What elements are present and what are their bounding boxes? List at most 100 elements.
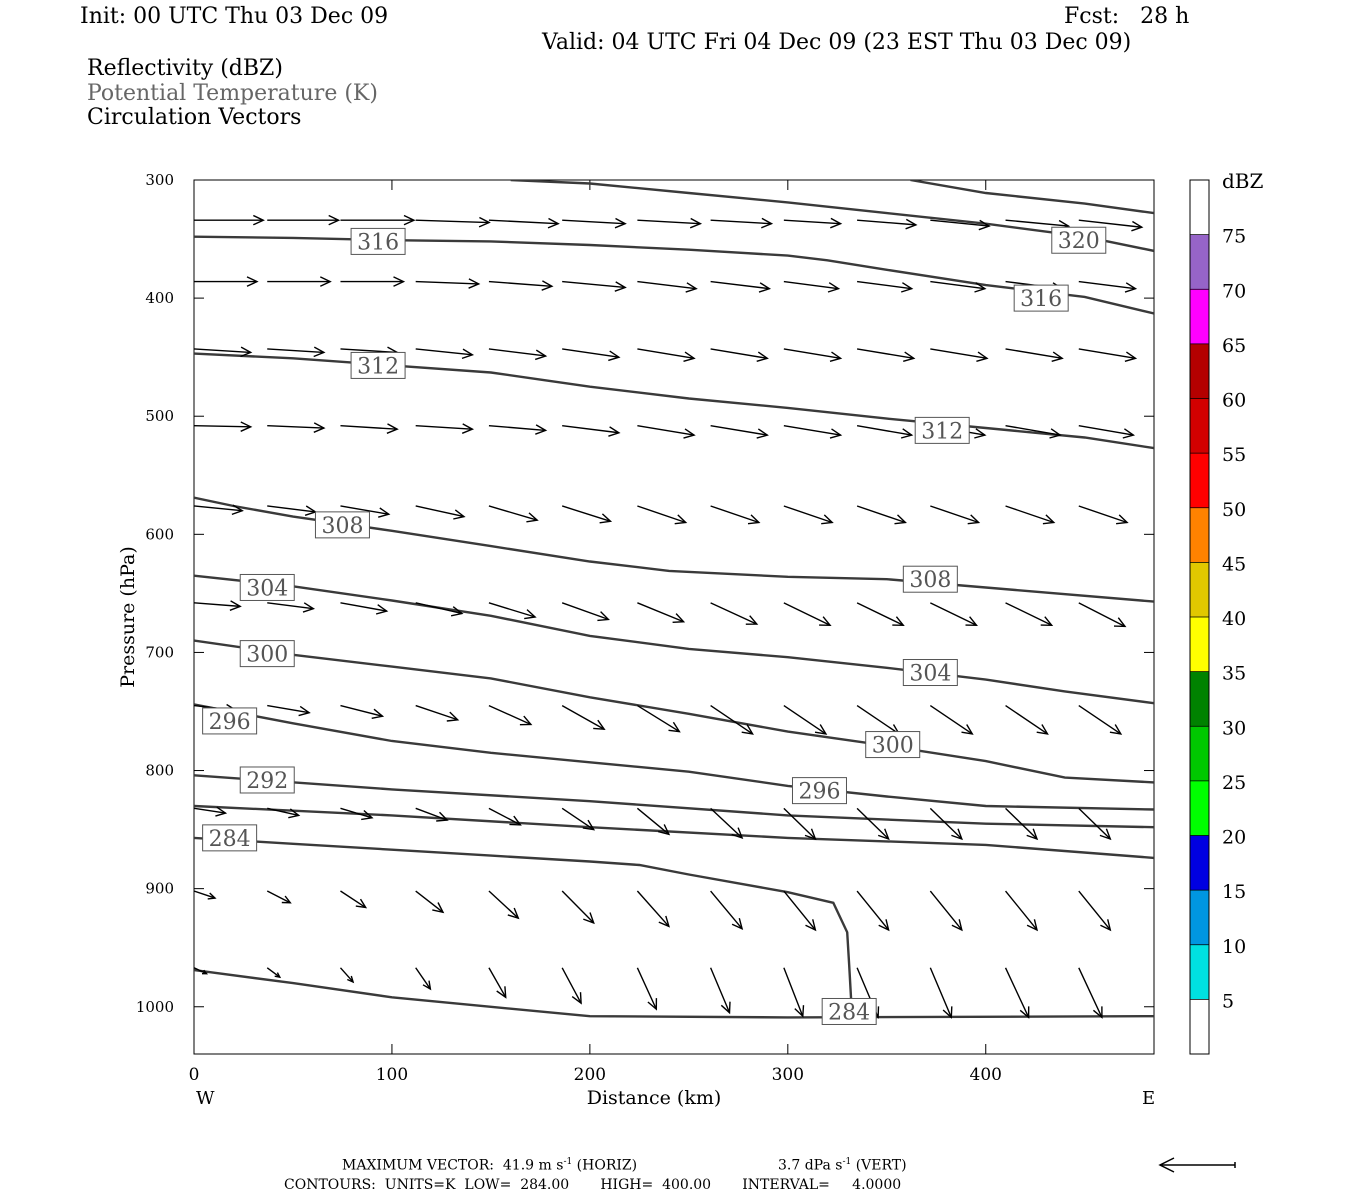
vector-shaft [930, 280, 986, 290]
circulation-vector [856, 807, 890, 841]
circulation-vector [415, 602, 464, 617]
circulation-vector [415, 890, 445, 914]
circulation-vector [1078, 348, 1138, 362]
circulation-vector [1005, 505, 1056, 525]
vector-shaft [783, 348, 841, 360]
vector-head [608, 426, 621, 437]
vector-shaft [1005, 602, 1053, 626]
vector-shaft [561, 704, 605, 730]
vector-shaft [1078, 219, 1142, 228]
contour-label-box [202, 707, 258, 735]
vector-head [593, 719, 606, 731]
contour-label-box [239, 573, 295, 601]
vector-shaft [783, 602, 831, 626]
vector-head [1026, 828, 1039, 841]
contour-label-text: 308 [909, 568, 951, 593]
vector-shaft [194, 890, 216, 899]
y-axis-label: Pressure (hPa) [117, 546, 139, 688]
colorbar-segment [1190, 944, 1209, 1000]
circulation-vector [488, 890, 520, 920]
vector-head [313, 346, 326, 358]
circulation-vector [856, 348, 916, 362]
circulation-vector [194, 421, 253, 432]
circulation-vector [562, 348, 621, 362]
vector-head [1042, 514, 1056, 525]
vector-shaft [1078, 890, 1111, 931]
vector-head [731, 827, 744, 840]
vector-shaft [488, 505, 538, 521]
contour-label-284: 284 [202, 824, 258, 852]
circulation-vector [1005, 348, 1064, 362]
circulation-vector [415, 216, 491, 228]
circulation-vector [267, 346, 326, 358]
circulation-vector [930, 280, 987, 293]
vector-head [877, 828, 890, 841]
vector-head [229, 600, 242, 611]
vector-shaft [1005, 505, 1055, 524]
circulation-vector [340, 807, 374, 821]
vector-shaft [1078, 967, 1103, 1018]
vector-head [361, 809, 374, 821]
valid-time: Valid: 04 UTC Fri 04 Dec 09 (23 EST Thu … [542, 30, 1132, 55]
colorbar-tick-label: 35 [1222, 663, 1246, 685]
vector-head [974, 282, 987, 293]
circulation-vector [636, 967, 658, 1011]
vector-shaft [1078, 602, 1126, 628]
vector-head [668, 721, 681, 733]
vector-head [526, 512, 539, 523]
colorbar-segment [1190, 726, 1209, 781]
circulation-vector [194, 806, 228, 817]
plot-area: 316 320 316 312 312 308 308 304 304 300 300 296 296 2… [194, 180, 1154, 1025]
colorbar-segment [1190, 671, 1209, 727]
vector-shaft [561, 890, 595, 924]
cross-section-chart: 300 400 500 600 700 800 900 1000 0 100 200 300 400 W E… [117, 169, 1264, 1109]
vector-head [541, 280, 554, 291]
vector-shaft [340, 807, 373, 819]
vector-shaft [340, 602, 387, 612]
vector-shaft [1078, 280, 1136, 290]
circulation-vector [930, 505, 981, 525]
vector-shaft [415, 704, 458, 721]
circulation-vector [1078, 890, 1112, 932]
contour-label-box [350, 227, 406, 255]
y-tick-label: 400 [145, 289, 174, 307]
vector-head [827, 282, 841, 293]
circulation-vector [783, 602, 832, 627]
vector-head [878, 919, 890, 932]
vector-head [974, 428, 987, 439]
vector-shaft [636, 890, 670, 927]
vector-head [900, 282, 914, 293]
theta-contour-288 [194, 804, 1154, 860]
circulation-vector [1078, 280, 1138, 293]
vector-shaft [710, 890, 743, 930]
vector-shaft [857, 219, 916, 226]
vector-head [231, 504, 244, 516]
contour-label-box [350, 351, 406, 379]
vector-shaft [266, 890, 291, 904]
field-circulation-vectors: Circulation Vectors [87, 105, 302, 130]
circulation-vector [710, 602, 759, 625]
vector-shaft [637, 280, 697, 290]
vector-shaft [194, 348, 251, 354]
vector-shaft [710, 602, 758, 625]
vector-shaft [856, 424, 912, 436]
circulation-vector [488, 807, 522, 826]
vector-shaft [340, 704, 383, 717]
vector-shaft [488, 280, 552, 287]
contour-label-box [821, 997, 877, 1025]
vector-head [496, 986, 507, 999]
vector-head [821, 514, 834, 525]
circulation-vector [267, 276, 332, 287]
x-tick-label: 400 [970, 1065, 1002, 1085]
colorbar-tick-label: 40 [1222, 608, 1246, 630]
vector-shaft [340, 348, 398, 354]
colorbar-tick-label: 55 [1222, 444, 1246, 466]
y-tick-label: 1000 [136, 998, 174, 1016]
vector-head [215, 806, 228, 817]
vector-shaft [194, 424, 251, 428]
contour-label-box [902, 659, 958, 687]
circulation-vector [488, 505, 539, 523]
circulation-vector [194, 600, 242, 611]
colorbar-tick-label: 45 [1222, 553, 1246, 575]
forecast-hour: Fcst: 28 h [1064, 4, 1190, 29]
